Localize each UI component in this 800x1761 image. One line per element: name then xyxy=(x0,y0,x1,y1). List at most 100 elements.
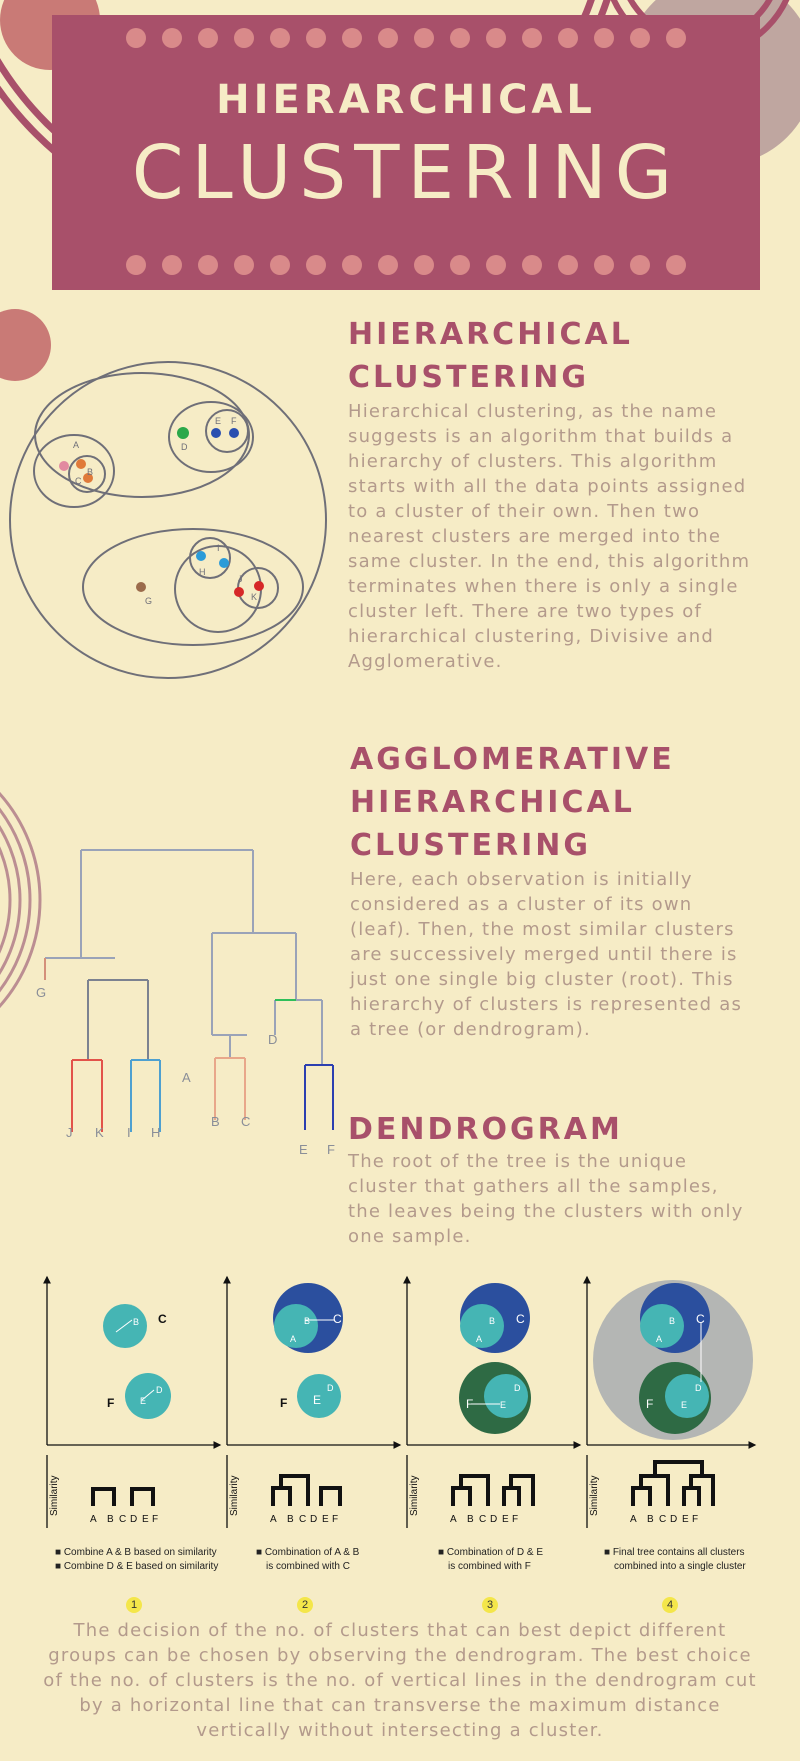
section-dendrogram: DENDROGRAM The root of the tree is the u… xyxy=(348,1108,758,1249)
point-c: C xyxy=(333,1312,342,1326)
step-number-2: 2 xyxy=(297,1597,313,1613)
leaf-label: D xyxy=(310,1514,317,1525)
caption-line: is combined with C xyxy=(266,1561,350,1572)
caption-line: Final tree contains all clusters xyxy=(612,1547,745,1558)
point-d: D xyxy=(695,1383,702,1393)
leaf-label: C xyxy=(659,1514,666,1525)
section-heading-line: HIERARCHICAL xyxy=(348,317,633,352)
leaf-label: C xyxy=(479,1514,486,1525)
similarity-axis-label: Similarity xyxy=(229,1475,240,1516)
point-label-e: E xyxy=(215,416,221,426)
leaf-label: E xyxy=(682,1514,689,1525)
section-hierarchical: HIERARCHICAL CLUSTERING Hierarchical clu… xyxy=(348,313,758,674)
leaf-label: A xyxy=(450,1514,457,1525)
caption-line: Combine D & E based on similarity xyxy=(63,1561,219,1572)
leaf-label: B xyxy=(467,1514,474,1525)
similarity-axis-label: Similarity xyxy=(49,1475,60,1516)
dendro-label-i: I xyxy=(127,1125,131,1140)
dendro-label-k: K xyxy=(95,1125,104,1140)
point-label-h: H xyxy=(199,567,206,577)
dendro-label-c: C xyxy=(241,1114,250,1129)
point-label-c: C xyxy=(75,476,82,486)
banner-dots-bottom xyxy=(52,255,760,279)
dendro-label-j: J xyxy=(66,1125,73,1140)
leaf-label: D xyxy=(490,1514,497,1525)
similarity-axis-label: Similarity xyxy=(409,1475,420,1516)
leaf-label: C xyxy=(119,1514,126,1525)
step-caption-2: ■ Combination of A & B is combined with … xyxy=(256,1546,396,1574)
section-body: Hierarchical clustering, as the name sug… xyxy=(348,401,751,672)
caption-line: is combined with F xyxy=(448,1561,531,1572)
point-b: B xyxy=(669,1316,675,1326)
leaf-label: A xyxy=(90,1514,97,1525)
step-caption-1: ■ Combine A & B based on similarity ■ Co… xyxy=(55,1547,219,1572)
point-f: F xyxy=(280,1396,287,1410)
dendro-label-g: G xyxy=(36,985,46,1000)
leaf-label: D xyxy=(670,1514,677,1525)
leaf-label: C xyxy=(299,1514,306,1525)
caption-line: Combination of A & B xyxy=(264,1547,360,1558)
point-label-b: B xyxy=(87,467,93,477)
nested-cluster-diagram: A B C D E F G H I J K xyxy=(9,361,327,679)
leaf-label: E xyxy=(502,1514,509,1525)
point-label-a: A xyxy=(73,440,79,450)
banner-title-small: HIERARCHICAL xyxy=(216,77,596,123)
point-f: F xyxy=(466,1397,473,1411)
section-heading-line: CLUSTERING xyxy=(350,828,591,863)
caption-line: Combine A & B based on similarity xyxy=(63,1547,217,1558)
dendro-label-a: A xyxy=(182,1070,191,1085)
point-b: B xyxy=(489,1316,495,1326)
point-a: A xyxy=(476,1334,482,1344)
step-panel-3: B C A D E F xyxy=(403,1275,582,1528)
section-agglomerative: AGGLOMERATIVE HIERARCHICAL CLUSTERING He… xyxy=(350,738,760,1042)
section-body: Here, each observation is initially cons… xyxy=(350,869,743,1040)
banner-dots-top xyxy=(52,28,760,52)
step-number-4: 4 xyxy=(662,1597,678,1613)
step-panel-2: B C A D E F xyxy=(223,1275,402,1528)
section-body: The root of the tree is the unique clust… xyxy=(348,1151,744,1247)
caption-line: combined into a single cluster xyxy=(614,1561,746,1572)
step-caption-3: ■ Combination of D & E is combined with … xyxy=(438,1546,578,1574)
conclusion-text: The decision of the no. of clusters that… xyxy=(43,1620,757,1741)
point-label-k: K xyxy=(251,592,257,602)
caption-line: Combination of D & E xyxy=(446,1547,543,1558)
point-b: B xyxy=(133,1317,139,1327)
title-banner: HIERARCHICAL CLUSTERING xyxy=(52,15,760,290)
point-f: F xyxy=(646,1397,653,1411)
section-heading-line: HIERARCHICAL xyxy=(350,785,635,820)
step-number-3: 3 xyxy=(482,1597,498,1613)
point-e: E xyxy=(500,1400,506,1410)
similarity-axis-label: Similarity xyxy=(589,1475,600,1516)
dendro-label-d: D xyxy=(268,1032,277,1047)
banner-title-large: CLUSTERING xyxy=(131,130,681,216)
point-a: A xyxy=(656,1334,662,1344)
leaf-label: A xyxy=(630,1514,637,1525)
leaf-label: E xyxy=(322,1514,329,1525)
point-label-g: G xyxy=(145,596,152,606)
dendro-label-b: B xyxy=(211,1114,220,1129)
step-number-1: 1 xyxy=(126,1597,142,1613)
point-c: C xyxy=(696,1312,705,1326)
point-d: D xyxy=(327,1383,334,1393)
leaf-label: B xyxy=(107,1514,114,1525)
leaf-label: F xyxy=(692,1514,698,1525)
dendrogram-diagram: G D A J K I H B C E F xyxy=(36,849,335,1157)
point-d: D xyxy=(514,1383,521,1393)
point-a: A xyxy=(290,1334,296,1344)
step-panel-4: B C A D E F xyxy=(583,1275,757,1528)
leaf-label: F xyxy=(152,1514,158,1525)
dendro-label-h: H xyxy=(151,1125,160,1140)
leaf-label: F xyxy=(512,1514,518,1525)
point-d: D xyxy=(156,1385,163,1395)
section-heading-line: AGGLOMERATIVE xyxy=(350,742,675,777)
leaf-label: E xyxy=(142,1514,149,1525)
point-label-i: I xyxy=(217,543,220,553)
point-f: F xyxy=(107,1396,114,1410)
point-label-f: F xyxy=(231,416,237,426)
point-label-j: J xyxy=(238,574,243,584)
dendro-label-e: E xyxy=(299,1142,308,1157)
step-caption-4: ■ Final tree contains all clusters combi… xyxy=(604,1546,764,1574)
clustering-steps-diagram: B C D E F B C A D E F B C A D E F xyxy=(43,1275,757,1528)
point-e: E xyxy=(313,1393,321,1407)
point-c: C xyxy=(158,1312,167,1326)
